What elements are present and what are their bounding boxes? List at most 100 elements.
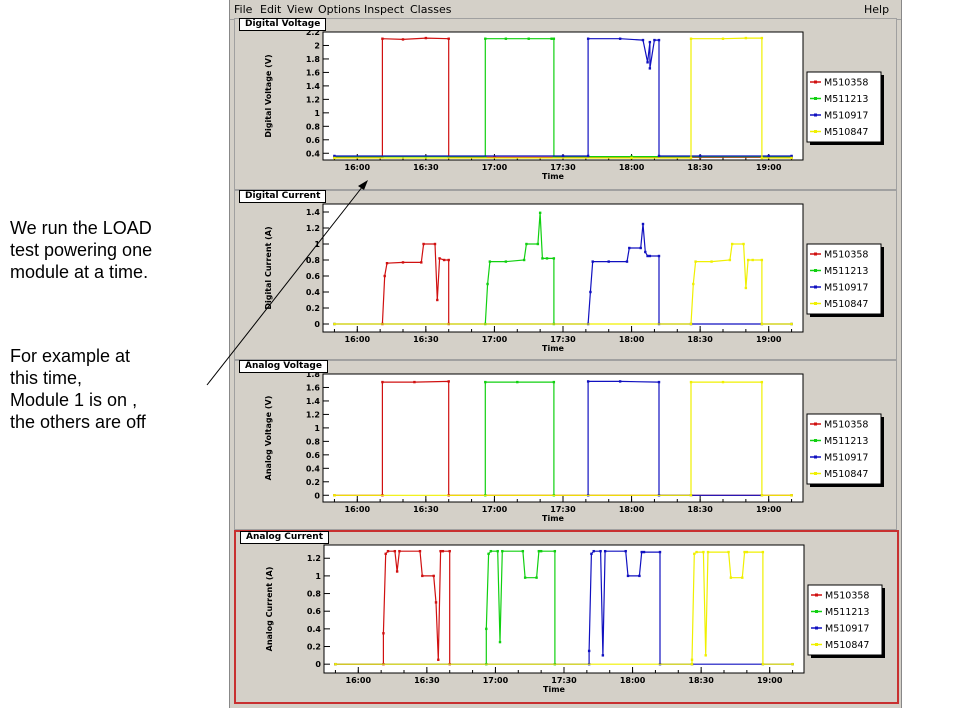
x-tick-label: 17:00 <box>483 676 509 685</box>
menu-inspect[interactable]: Inspect <box>364 3 405 16</box>
panel-digital-voltage[interactable]: 0.4 0.6 0.8 1 1.2 1.4 1.6 1.8 2 2.2 16:00 16:30 17:0… <box>234 18 897 190</box>
data-point <box>728 258 732 262</box>
x-tick-label: 18:00 <box>619 163 645 172</box>
data-point <box>760 258 764 262</box>
data-point <box>386 549 390 553</box>
data-point <box>760 380 764 384</box>
data-point <box>487 552 490 556</box>
x-tick-label: 17:30 <box>550 163 576 172</box>
panel-analog-current[interactable]: 0 0.2 0.4 0.6 0.8 1 1.2 16:00 16:30 17:00 17:30 18:… <box>234 530 899 704</box>
data-point <box>642 550 646 554</box>
panel-title: Digital Voltage <box>239 18 327 31</box>
data-point <box>395 570 399 573</box>
data-point <box>639 246 642 250</box>
data-point <box>504 37 508 40</box>
data-point <box>692 282 695 286</box>
data-point <box>401 261 405 264</box>
x-tick-label: 16:00 <box>345 505 371 514</box>
y-tick-label: 0.4 <box>307 625 322 634</box>
data-point <box>586 37 590 40</box>
legend-label: M510847 <box>824 127 868 138</box>
data-point <box>790 154 793 158</box>
data-point <box>646 61 649 64</box>
x-tick-label: 16:30 <box>413 335 439 344</box>
data-point <box>689 380 693 384</box>
data-point <box>690 662 694 666</box>
data-point <box>398 549 401 553</box>
plot-frame <box>322 373 804 503</box>
legend-marker <box>814 252 817 256</box>
data-point <box>743 550 746 554</box>
data-point <box>586 380 590 383</box>
legend-marker <box>815 626 818 630</box>
data-point <box>447 156 450 159</box>
data-point <box>393 549 397 553</box>
menu-classes[interactable]: Classes <box>410 3 452 16</box>
data-point <box>434 601 438 604</box>
data-point <box>618 37 622 40</box>
data-point <box>618 380 622 383</box>
data-point <box>589 290 592 294</box>
menu-options[interactable]: Options <box>318 3 361 16</box>
data-point <box>333 156 336 160</box>
y-tick-label: 1.4 <box>306 397 321 406</box>
x-tick-label: 18:30 <box>687 505 713 514</box>
data-point <box>442 258 446 262</box>
data-point <box>488 260 492 263</box>
data-point <box>599 549 602 553</box>
y-tick-label: 0.6 <box>306 451 321 460</box>
data-point <box>587 649 591 653</box>
x-tick-label: 17:30 <box>550 335 576 344</box>
data-point <box>413 380 416 384</box>
legend-label: M510847 <box>824 299 868 310</box>
data-point <box>745 550 749 554</box>
data-point <box>333 322 336 326</box>
data-point <box>489 549 493 553</box>
menu-view[interactable]: View <box>287 3 314 16</box>
x-tick-label: 16:00 <box>346 676 372 685</box>
legend-box <box>806 413 882 485</box>
data-point <box>535 576 538 579</box>
y-tick-label: 1.6 <box>306 383 321 392</box>
data-point <box>384 552 387 556</box>
menu-edit[interactable]: Edit <box>260 3 282 16</box>
series-line-M510847 <box>335 551 793 665</box>
data-point <box>421 574 424 578</box>
y-tick-label: 0.6 <box>306 272 321 281</box>
legend-box <box>806 243 882 315</box>
y-tick-label: 0.8 <box>306 122 321 131</box>
y-tick-label: 0 <box>314 491 320 500</box>
panel-analog-voltage[interactable]: 0 0.2 0.4 0.6 0.8 1 1.2 1.4 1.6 1.8 16:00 16:30 17:0… <box>234 360 897 530</box>
data-point <box>761 662 765 666</box>
panel-digital-current[interactable]: 0 0.2 0.4 0.6 0.8 1 1.2 1.4 16:00 16:30 17:00 17:30… <box>234 190 897 360</box>
data-point <box>658 550 662 554</box>
y-tick-label: 0.8 <box>306 437 321 446</box>
menu-help[interactable]: Help <box>864 3 890 16</box>
data-point <box>690 658 694 661</box>
data-point <box>790 156 793 160</box>
data-point <box>541 257 544 260</box>
data-point <box>437 658 440 661</box>
data-point <box>693 552 696 556</box>
data-point <box>625 260 629 263</box>
data-point <box>657 154 661 158</box>
legend-marker <box>814 97 817 100</box>
data-point <box>486 282 489 286</box>
x-tick-label: 18:30 <box>688 676 714 685</box>
x-tick-label: 19:00 <box>756 163 782 172</box>
y-tick-label: 2.2 <box>306 28 320 37</box>
data-point <box>638 574 641 578</box>
menu-file[interactable]: File <box>234 3 253 16</box>
data-point <box>630 156 633 160</box>
data-point <box>657 254 661 258</box>
data-point <box>648 254 652 258</box>
y-tick-label: 0.6 <box>306 136 321 145</box>
data-point <box>704 654 707 657</box>
legend-marker <box>814 455 817 459</box>
panel-title: Analog Voltage <box>239 360 328 373</box>
x-tick-label: 16:00 <box>345 163 371 172</box>
data-point <box>381 37 384 40</box>
chart-digital-voltage: 0.4 0.6 0.8 1 1.2 1.4 1.6 1.8 2 2.2 16:00 16:30 17:0… <box>264 28 884 181</box>
data-point <box>504 260 508 263</box>
data-point <box>447 37 450 40</box>
